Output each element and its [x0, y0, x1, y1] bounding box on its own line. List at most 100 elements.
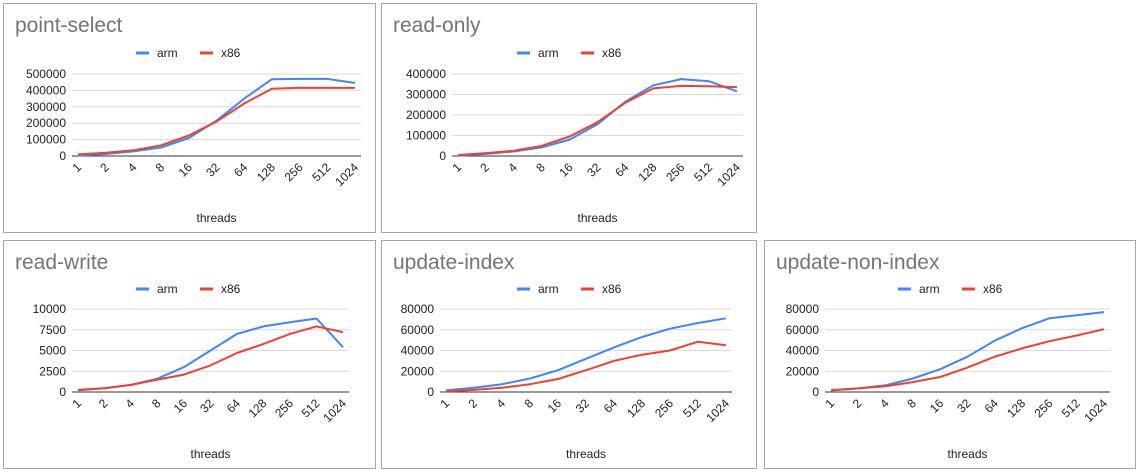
y-tick-label: 7500 — [39, 323, 66, 337]
x-tick-label: 256 — [663, 160, 687, 184]
x-tick-label: 8 — [153, 160, 168, 175]
x-tick-label: 64 — [612, 160, 632, 180]
y-tick-label: 100000 — [26, 133, 66, 147]
x-tick-label: 4 — [493, 396, 508, 411]
chart-title: point-select — [15, 14, 123, 37]
chart-panel-read-only: read-only arm x86 0 100000 200000 300000 400000… — [381, 3, 757, 233]
series-line-x86 — [77, 325, 344, 391]
legend-label-arm: arm — [157, 46, 178, 60]
x-tick-label: 512 — [309, 160, 333, 184]
x-tick-label: 1 — [437, 396, 452, 411]
legend-label-x86: x86 — [221, 282, 241, 296]
series-line-arm — [457, 78, 738, 157]
chart-svg: update-non-index arm x86 0 20000 40000 60000 80… — [776, 251, 1110, 461]
x-tick-label: 32 — [954, 396, 974, 416]
y-tick-label: 200000 — [406, 108, 446, 122]
x-tick-label: 128 — [624, 396, 648, 420]
x-tick-label: 512 — [691, 160, 715, 184]
x-tick-label: 16 — [545, 396, 565, 416]
x-tick-label: 64 — [601, 396, 621, 416]
x-tick-label: 128 — [254, 160, 278, 184]
x-tick-label: 2 — [465, 396, 480, 411]
y-tick-label: 20000 — [786, 364, 820, 378]
x-tick-label: 2 — [96, 396, 111, 411]
x-axis-label: threads — [577, 211, 617, 225]
x-tick-label: 512 — [680, 396, 704, 420]
x-tick-label: 1 — [449, 160, 464, 175]
x-axis-label: threads — [947, 447, 987, 461]
chart-svg: read-write arm x86 0 2500 5000 7500 10000 1 2 4 8 16… — [15, 251, 349, 461]
x-tick-label: 1 — [69, 396, 84, 411]
chart-panel-point-select: point-select arm x86 0 100000 200000 300000 400… — [3, 3, 376, 233]
x-tick-label: 32 — [197, 396, 217, 416]
y-tick-label: 100000 — [406, 129, 446, 143]
y-tick-label: 300000 — [26, 100, 66, 114]
x-tick-label: 4 — [125, 160, 140, 175]
chart-title: update-non-index — [776, 251, 940, 274]
chart-svg: read-only arm x86 0 100000 200000 300000 400000… — [393, 14, 743, 225]
y-tick-label: 10000 — [33, 302, 67, 316]
x-tick-label: 2 — [97, 160, 112, 175]
x-tick-label: 16 — [927, 396, 947, 416]
series-line-x86 — [457, 84, 738, 156]
chart-title: read-write — [15, 251, 108, 274]
y-tick-label: 80000 — [401, 302, 435, 316]
x-tick-label: 128 — [246, 396, 270, 420]
chart-panel-read-write: read-write arm x86 0 2500 5000 7500 10000 1 2 4 8 16… — [3, 240, 376, 469]
x-tick-label: 16 — [556, 160, 576, 180]
y-tick-label: 40000 — [401, 344, 435, 358]
x-tick-label: 128 — [1004, 396, 1028, 420]
y-tick-label: 400000 — [26, 83, 66, 97]
x-tick-label: 32 — [584, 160, 604, 180]
series-line-x86 — [445, 340, 727, 393]
y-tick-label: 0 — [812, 385, 819, 399]
y-tick-label: 0 — [439, 149, 446, 163]
y-tick-label: 60000 — [401, 323, 435, 337]
x-tick-label: 128 — [635, 160, 659, 184]
chart-title: read-only — [393, 14, 481, 37]
y-tick-label: 200000 — [26, 116, 66, 130]
x-tick-label: 256 — [272, 396, 296, 420]
series-line-arm — [830, 311, 1105, 392]
x-tick-label: 256 — [282, 160, 306, 184]
x-tick-label: 64 — [224, 396, 244, 416]
x-tick-label: 4 — [877, 396, 892, 411]
x-tick-label: 1024 — [320, 396, 349, 425]
x-tick-label: 256 — [1031, 396, 1055, 420]
y-tick-label: 80000 — [786, 302, 820, 316]
x-tick-label: 64 — [231, 160, 251, 180]
y-tick-label: 0 — [427, 385, 434, 399]
x-tick-label: 512 — [299, 396, 323, 420]
x-tick-label: 1 — [822, 396, 837, 411]
y-tick-label: 60000 — [786, 323, 820, 337]
series-line-x86 — [77, 86, 355, 156]
x-tick-label: 16 — [171, 396, 191, 416]
chart-svg: update-index arm x86 0 20000 40000 60000 80000 1… — [393, 251, 732, 461]
legend-label-arm: arm — [919, 282, 940, 296]
x-axis-label: threads — [196, 211, 236, 225]
y-tick-label: 0 — [59, 385, 66, 399]
y-tick-label: 400000 — [406, 67, 446, 81]
legend-label-x86: x86 — [602, 46, 622, 60]
legend-label-arm: arm — [538, 282, 559, 296]
x-tick-label: 4 — [122, 396, 137, 411]
x-tick-label: 1024 — [714, 160, 743, 189]
x-tick-label: 8 — [149, 396, 164, 411]
x-tick-label: 8 — [904, 396, 919, 411]
y-tick-label: 0 — [59, 149, 66, 163]
x-tick-label: 1024 — [703, 396, 732, 425]
chart-panel-update-index: update-index arm x86 0 20000 40000 60000 80000 1… — [381, 240, 757, 469]
x-tick-label: 256 — [652, 396, 676, 420]
series-line-x86 — [830, 328, 1105, 392]
x-tick-label: 32 — [203, 160, 223, 180]
x-axis-label: threads — [190, 447, 230, 461]
x-tick-label: 512 — [1059, 396, 1083, 420]
y-tick-label: 2500 — [39, 364, 66, 378]
x-axis-label: threads — [566, 447, 606, 461]
chart-title: update-index — [393, 251, 515, 274]
x-tick-label: 8 — [533, 160, 548, 175]
y-tick-label: 300000 — [406, 88, 446, 102]
legend-label-x86: x86 — [221, 46, 241, 60]
y-tick-label: 5000 — [39, 344, 66, 358]
x-tick-label: 1024 — [1081, 396, 1110, 425]
